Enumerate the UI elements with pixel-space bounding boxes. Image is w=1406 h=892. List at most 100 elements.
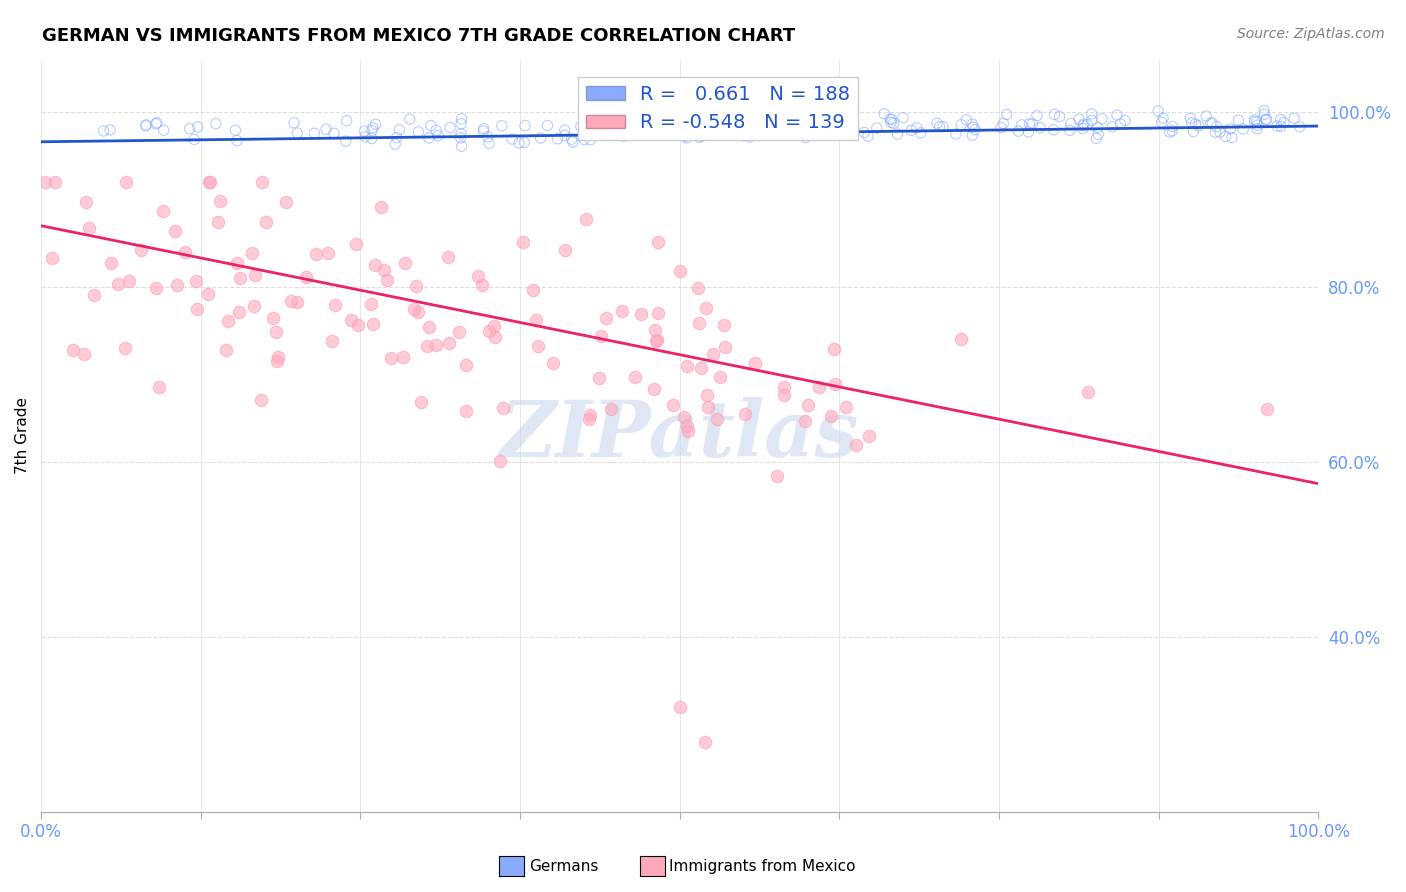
Point xyxy=(416,339,439,353)
Point xyxy=(672,410,695,425)
Point xyxy=(995,107,1018,121)
Point xyxy=(962,120,984,135)
Point xyxy=(522,283,544,297)
Point xyxy=(806,126,828,140)
Point xyxy=(709,370,731,384)
Point xyxy=(439,120,461,135)
Point xyxy=(786,127,808,141)
Point xyxy=(1253,107,1275,121)
Point xyxy=(347,318,370,333)
Point xyxy=(1219,121,1241,136)
Point xyxy=(845,438,868,452)
Point xyxy=(526,339,548,353)
Point xyxy=(41,251,63,265)
Point xyxy=(808,380,831,394)
Point xyxy=(79,220,101,235)
Point xyxy=(727,120,749,135)
Point xyxy=(384,137,406,152)
Point xyxy=(561,132,583,146)
Point xyxy=(1288,120,1310,134)
Point xyxy=(285,126,308,140)
Point xyxy=(645,333,668,347)
Point xyxy=(200,175,222,189)
Point xyxy=(344,237,367,252)
Point xyxy=(408,125,430,139)
Point xyxy=(73,347,96,361)
Point xyxy=(738,130,761,145)
Point xyxy=(711,120,734,135)
Point xyxy=(900,123,922,137)
Point xyxy=(554,123,576,137)
Point xyxy=(305,247,328,261)
Point xyxy=(152,204,174,219)
Point xyxy=(1204,125,1226,139)
Point xyxy=(512,235,534,250)
Point xyxy=(773,380,796,394)
Point xyxy=(135,119,157,133)
Point xyxy=(163,224,186,238)
Point xyxy=(905,120,928,135)
Point xyxy=(910,126,932,140)
Point xyxy=(114,341,136,355)
Point xyxy=(1272,116,1295,130)
Point xyxy=(925,116,948,130)
Point xyxy=(554,128,576,143)
Point xyxy=(263,311,285,326)
Point xyxy=(427,128,450,143)
Point xyxy=(668,699,690,714)
Point xyxy=(765,469,787,483)
Point xyxy=(450,112,472,126)
Point xyxy=(385,130,408,145)
Point xyxy=(1246,121,1268,136)
Point xyxy=(526,313,548,327)
Point xyxy=(354,129,377,144)
Point xyxy=(1147,104,1170,119)
Point xyxy=(647,235,669,249)
Point xyxy=(794,120,817,135)
Point xyxy=(370,200,392,214)
Point xyxy=(467,269,489,284)
Point xyxy=(945,127,967,141)
Point xyxy=(740,117,762,131)
Point xyxy=(949,332,972,346)
Point xyxy=(360,297,382,311)
Point xyxy=(1011,118,1033,132)
Point xyxy=(1152,111,1174,125)
Point xyxy=(1042,123,1064,137)
Point xyxy=(513,119,536,133)
Point xyxy=(820,409,842,423)
Point xyxy=(1209,125,1232,139)
Point xyxy=(478,325,501,339)
Point xyxy=(274,195,297,210)
Point xyxy=(146,116,169,130)
Point xyxy=(129,243,152,257)
Point xyxy=(591,328,613,343)
Point xyxy=(725,116,748,130)
Point xyxy=(450,127,472,141)
Point xyxy=(135,118,157,132)
Point xyxy=(360,131,382,145)
Point xyxy=(1184,117,1206,131)
Point xyxy=(117,274,139,288)
Point xyxy=(950,118,973,132)
Point xyxy=(450,131,472,145)
Point xyxy=(794,124,817,138)
Point xyxy=(477,129,499,144)
Point xyxy=(1199,116,1222,130)
Point xyxy=(363,258,385,272)
Point xyxy=(688,130,710,145)
Point xyxy=(93,124,115,138)
Point xyxy=(316,246,339,260)
Point xyxy=(447,325,470,339)
Point xyxy=(280,294,302,309)
Point xyxy=(703,126,725,140)
Point xyxy=(254,215,277,229)
Point xyxy=(380,351,402,366)
Point xyxy=(856,129,879,144)
Point xyxy=(932,120,955,134)
Point xyxy=(541,356,564,370)
Point xyxy=(1215,129,1237,144)
Point xyxy=(823,342,845,356)
Point xyxy=(686,281,709,295)
Point xyxy=(1087,120,1109,135)
